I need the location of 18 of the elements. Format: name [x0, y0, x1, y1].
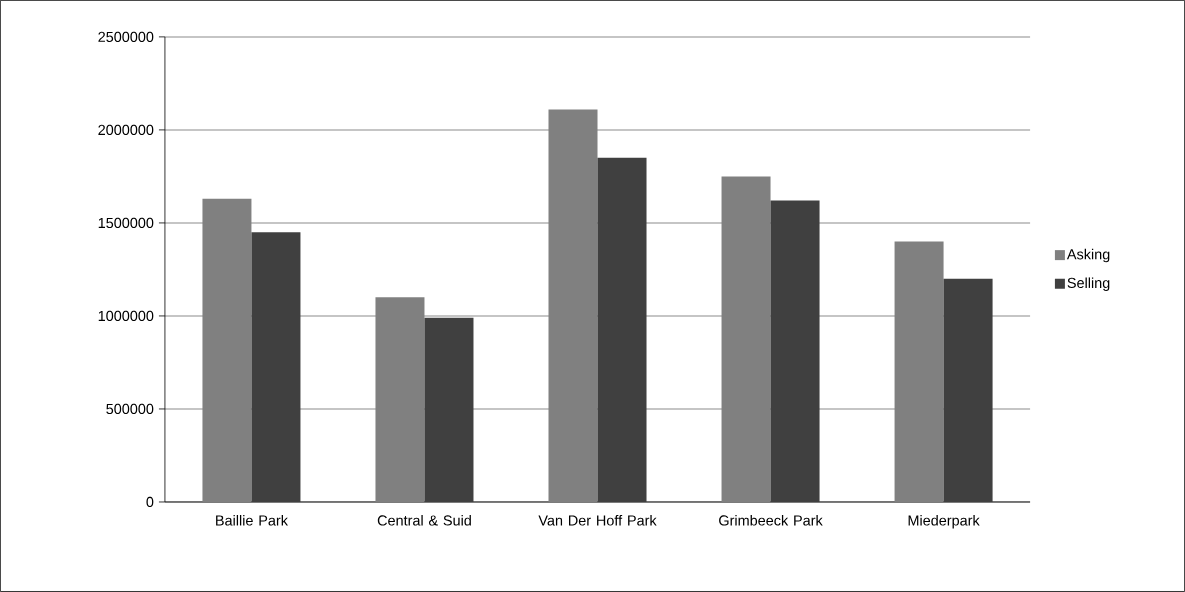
x-tick-label: Miederpark — [908, 515, 980, 529]
x-tick-label: Van Der Hoff Park — [538, 515, 657, 526]
y-tick-label: 2000000 — [98, 124, 154, 136]
bar — [597, 157, 647, 503]
y-tick-label: 500000 — [106, 403, 154, 415]
y-tick-label: 2500000 — [98, 31, 154, 43]
x-tick-label: Grimbeeck Park — [719, 515, 823, 526]
legend-label: Asking — [1066, 248, 1110, 263]
y-tick-label: 1000000 — [98, 310, 154, 322]
y-tick-label: 0 — [146, 496, 154, 508]
legend-label: Selling — [1067, 277, 1110, 291]
bar — [424, 317, 474, 503]
y-tick-label: 1500000 — [98, 217, 154, 229]
x-tick-label: Central & Suid — [377, 515, 471, 526]
bar — [251, 232, 301, 503]
bar — [770, 200, 820, 503]
bar — [943, 278, 993, 503]
x-tick-label: Baillie Park — [216, 515, 288, 526]
